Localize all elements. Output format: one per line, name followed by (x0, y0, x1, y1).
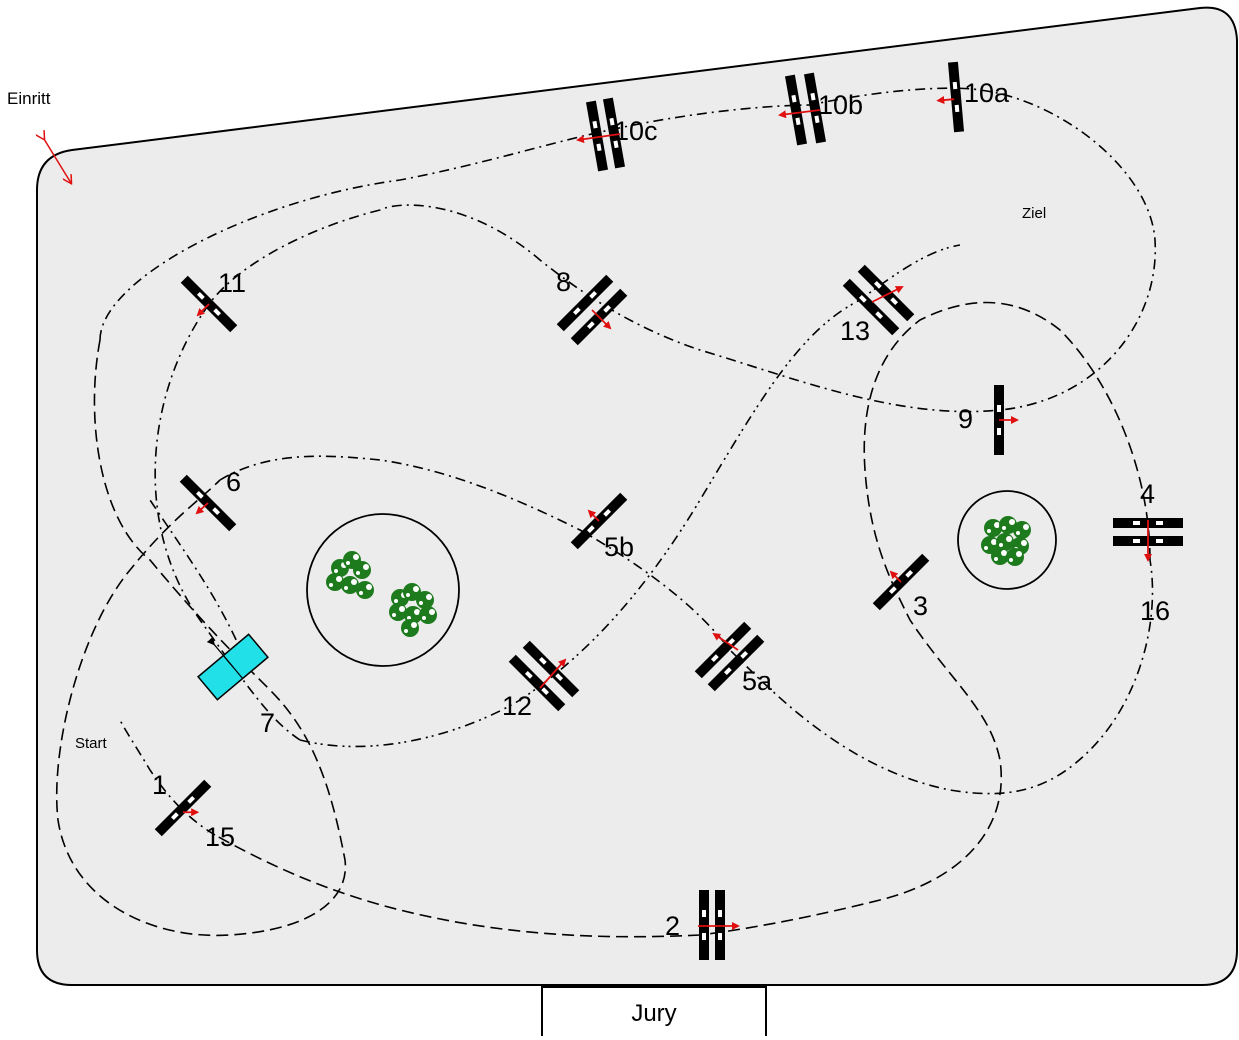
obstacle-6 (179, 474, 237, 532)
obstacle-label: 10b (818, 90, 863, 120)
obstacle-10a (936, 61, 965, 133)
obstacle-label: 15 (205, 822, 235, 852)
jury-label: Jury (631, 1000, 677, 1027)
obstacle-11 (180, 275, 238, 333)
obstacle-label: 13 (840, 316, 870, 346)
obstacle-label: 2 (665, 911, 680, 941)
obstacle-label: 6 (226, 467, 241, 497)
bush-island-right (957, 490, 1057, 590)
jury-box: Jury (541, 986, 767, 1036)
obstacle-label: 5b (604, 532, 634, 562)
obstacle-label: 4 (1140, 479, 1155, 509)
route-line (299, 244, 961, 748)
finish-label: Ziel (1022, 205, 1046, 222)
route-line (699, 301, 1151, 936)
route-line (119, 719, 216, 836)
obstacle-label: 16 (1140, 596, 1170, 626)
obstacle-12 (508, 640, 580, 712)
obstacle-label: 8 (556, 267, 571, 297)
obstacle-label: 9 (958, 404, 973, 434)
route-line (149, 499, 246, 661)
route-line (214, 834, 701, 938)
obstacle-label: 5a (742, 666, 773, 696)
start-label: Start (75, 735, 108, 752)
route-line (55, 339, 347, 937)
obstacle-label: 10c (614, 116, 658, 146)
route-line (99, 87, 1157, 413)
obstacle-label: 7 (260, 708, 275, 738)
obstacle-13 (842, 264, 915, 336)
obstacle-label: 11 (218, 268, 246, 298)
obstacle-label: 1 (152, 770, 167, 800)
route-line (219, 455, 1154, 795)
course-lines (55, 87, 1157, 938)
obstacle-8 (556, 274, 628, 346)
bush-island-left (306, 513, 460, 667)
route-line (154, 209, 381, 741)
obstacle-5b (570, 492, 628, 550)
entry-label: Einritt (7, 89, 51, 108)
obstacle-1-15 (154, 779, 212, 837)
obstacle-label: 10a (964, 78, 1010, 108)
obstacle-10b (778, 72, 827, 146)
obstacle-label: 3 (913, 591, 928, 621)
obstacle-10c (576, 97, 626, 172)
obstacle-9 (994, 385, 1019, 455)
water-tray-obstacle (197, 633, 269, 701)
obstacle-5a (694, 621, 765, 692)
obstacle-3 (872, 553, 930, 611)
obstacle-4-16 (1113, 518, 1183, 562)
entry-arrow (44, 139, 71, 183)
obstacle-2 (698, 890, 740, 960)
obstacle-label: 12 (502, 691, 532, 721)
